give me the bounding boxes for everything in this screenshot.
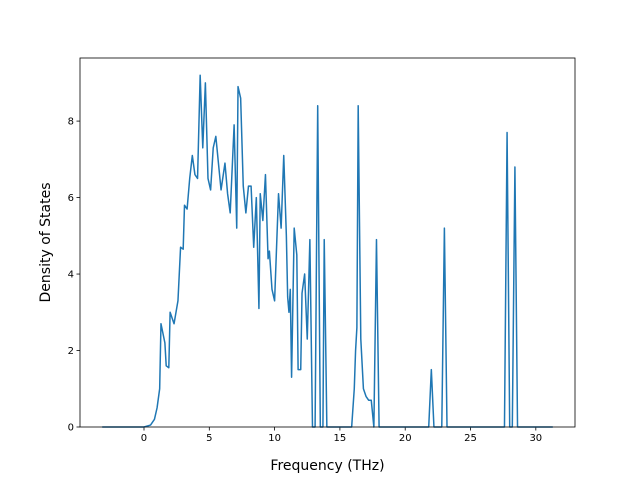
x-axis-label: Frequency (THz) [270, 458, 384, 474]
y-tick-label: 2 [68, 346, 74, 357]
x-tick-label: 25 [464, 433, 477, 444]
y-tick-label: 6 [68, 193, 74, 204]
x-tick-label: 30 [529, 433, 542, 444]
x-tick-label: 15 [334, 433, 347, 444]
x-tick-label: 0 [141, 433, 147, 444]
y-tick-label: 0 [68, 423, 74, 434]
plot-frame [79, 57, 576, 428]
y-tick-label: 4 [68, 270, 74, 281]
x-tick-label: 5 [206, 433, 212, 444]
y-tick-label: 8 [68, 117, 74, 128]
x-tick-label: 20 [399, 433, 412, 444]
x-tick-label: 10 [268, 433, 281, 444]
line [102, 74, 553, 428]
y-axis-label: Density of States [38, 183, 54, 303]
